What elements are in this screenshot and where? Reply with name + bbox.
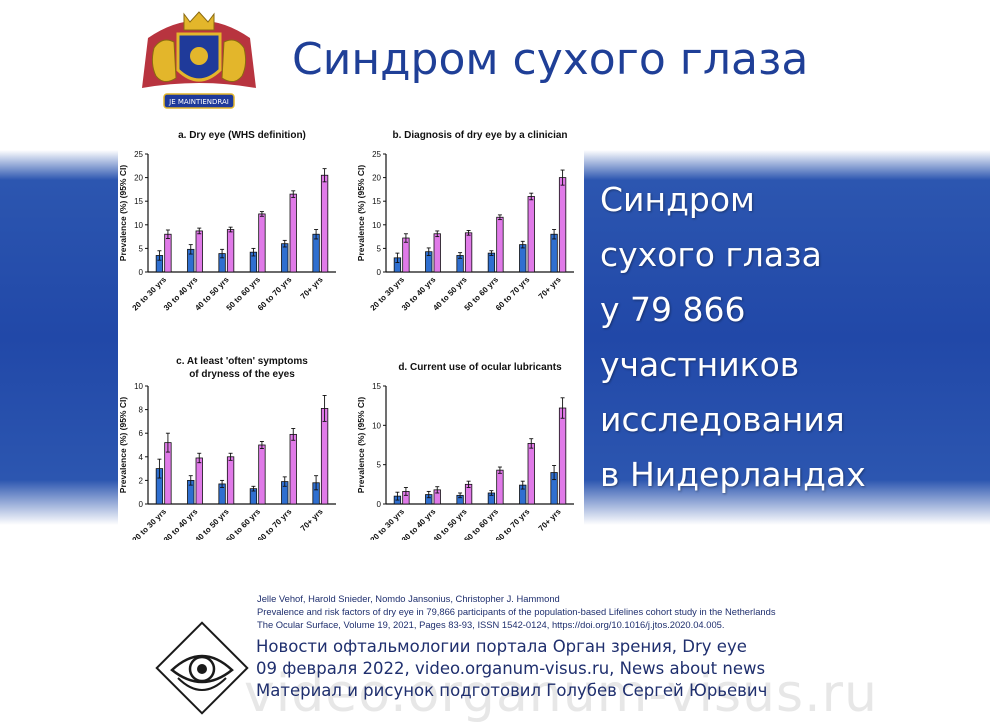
y-tick-label: 15 bbox=[134, 197, 143, 206]
chart-c: c. At least 'often' symptoms of dryness o… bbox=[118, 356, 336, 545]
reference-authors: Jelle Vehof, Harold Snieder, Nomdo Janso… bbox=[257, 593, 560, 604]
y-tick-label: 25 bbox=[372, 150, 381, 159]
y-tick-label: 10 bbox=[372, 421, 381, 430]
coat-of-arms-logo: JE MAINTIENDRAI bbox=[142, 11, 256, 109]
page-title: Синдром сухого глаза bbox=[292, 34, 809, 85]
y-tick-label: 2 bbox=[139, 476, 144, 485]
bar bbox=[195, 457, 203, 505]
x-tick-label: 20 to 30 yrs bbox=[369, 507, 407, 540]
x-tick-label: 40 to 50 yrs bbox=[193, 507, 231, 540]
x-tick-label: 60 to 70 yrs bbox=[494, 275, 532, 313]
chart-panel: a. Dry eye (WHS definition) 0 5 10 15 20 25 Pre… bbox=[118, 118, 584, 545]
bar bbox=[550, 233, 558, 273]
x-tick-label: 50 to 60 yrs bbox=[225, 507, 263, 540]
bar bbox=[558, 177, 567, 273]
side-line: исследования bbox=[600, 400, 845, 439]
bar bbox=[289, 193, 297, 273]
y-tick-label: 0 bbox=[377, 500, 382, 509]
bar bbox=[464, 232, 473, 273]
bar bbox=[195, 230, 203, 273]
y-tick-label: 5 bbox=[377, 244, 382, 253]
news-block: Новости офтальмологии портала Орган зрен… bbox=[256, 636, 767, 702]
bar bbox=[320, 174, 329, 273]
bar bbox=[281, 243, 289, 273]
y-tick-label: 15 bbox=[372, 197, 381, 206]
x-tick-label: 50 to 60 yrs bbox=[463, 507, 501, 540]
x-tick-label: 60 to 70 yrs bbox=[256, 275, 294, 313]
bar bbox=[258, 213, 266, 273]
x-tick-label: 60 to 70 yrs bbox=[256, 507, 294, 540]
x-tick-label: 60 to 70 yrs bbox=[494, 507, 532, 540]
chart-title-line2: of dryness of the eyes bbox=[189, 369, 295, 380]
reference-title: Prevalence and risk factors of dry eye i… bbox=[257, 606, 776, 617]
motto-text: JE MAINTIENDRAI bbox=[168, 98, 229, 106]
news-line: Новости офтальмологии портала Орган зрен… bbox=[256, 637, 747, 656]
reference-block: Jelle Vehof, Harold Snieder, Nomdo Janso… bbox=[257, 592, 776, 631]
bar bbox=[320, 408, 329, 505]
bar bbox=[527, 196, 535, 273]
bar bbox=[258, 444, 266, 505]
bar bbox=[402, 237, 410, 273]
y-axis-label: Prevalence (%) (95% CI) bbox=[356, 165, 366, 262]
bar bbox=[312, 233, 320, 273]
chart-title: c. At least 'often' symptoms bbox=[176, 356, 308, 367]
y-tick-label: 4 bbox=[139, 453, 144, 462]
y-tick-label: 5 bbox=[377, 461, 382, 470]
side-line: в Нидерландах bbox=[600, 455, 866, 494]
x-tick-label: 70+ yrs bbox=[537, 507, 563, 533]
x-tick-label: 30 to 40 yrs bbox=[400, 507, 438, 540]
side-line: у 79 866 bbox=[600, 290, 746, 329]
news-line: 09 февраля 2022, video.organum-visus.ru,… bbox=[256, 659, 766, 678]
y-axis-label: Prevalence (%) (95% CI) bbox=[118, 397, 128, 494]
bar bbox=[164, 233, 172, 273]
side-caption: Синдром сухого глаза у 79 866 участников… bbox=[600, 172, 866, 502]
bar bbox=[289, 433, 297, 505]
watermark: video.organum-visus.ru bbox=[244, 664, 878, 724]
bar bbox=[558, 407, 567, 505]
y-tick-label: 15 bbox=[372, 382, 381, 391]
y-tick-label: 0 bbox=[139, 268, 144, 277]
y-tick-label: 25 bbox=[134, 150, 143, 159]
side-line: участников bbox=[600, 345, 800, 384]
bar bbox=[433, 233, 441, 273]
side-line: сухого глаза bbox=[600, 235, 822, 274]
y-tick-label: 20 bbox=[372, 174, 381, 183]
y-tick-label: 10 bbox=[134, 221, 143, 230]
y-tick-label: 0 bbox=[139, 500, 144, 509]
bar bbox=[496, 469, 504, 505]
y-tick-label: 10 bbox=[372, 221, 381, 230]
y-tick-label: 8 bbox=[139, 406, 144, 415]
chart-b: b. Diagnosis of dry eye by a clinician 0 5… bbox=[356, 130, 574, 313]
bar bbox=[226, 229, 235, 273]
side-line: Синдром bbox=[600, 180, 755, 219]
chart-d: d. Current use of ocular lubricants 0 5 10 1… bbox=[356, 362, 574, 545]
bar bbox=[519, 244, 527, 273]
y-tick-label: 20 bbox=[134, 174, 143, 183]
chart-title: a. Dry eye (WHS definition) bbox=[178, 130, 306, 141]
bar bbox=[527, 443, 535, 505]
y-tick-label: 0 bbox=[377, 268, 382, 277]
bar bbox=[496, 216, 504, 273]
x-tick-label: 70+ yrs bbox=[299, 275, 325, 301]
news-line: Материал и рисунок подготовил Голубев Се… bbox=[256, 681, 768, 700]
x-tick-label: 30 to 40 yrs bbox=[162, 507, 200, 540]
eye-icon bbox=[155, 621, 249, 715]
bar bbox=[226, 456, 235, 505]
x-tick-label: 40 to 50 yrs bbox=[431, 507, 469, 540]
x-tick-label: 20 to 30 yrs bbox=[131, 507, 169, 540]
y-tick-label: 10 bbox=[134, 382, 143, 391]
charts-svg: a. Dry eye (WHS definition)0510152025Pre… bbox=[118, 130, 574, 545]
y-axis-label: Prevalence (%) (95% CI) bbox=[356, 397, 366, 494]
bar bbox=[487, 252, 496, 273]
y-axis-label: Prevalence (%) (95% CI) bbox=[118, 165, 128, 262]
x-tick-label: 70+ yrs bbox=[537, 275, 563, 301]
x-tick-label: 70+ yrs bbox=[299, 507, 325, 533]
chart-a: a. Dry eye (WHS definition) 0 5 10 15 20 25 Pre… bbox=[118, 130, 336, 313]
y-tick-label: 5 bbox=[139, 244, 144, 253]
y-tick-label: 6 bbox=[139, 429, 144, 438]
reference-journal: The Ocular Surface, Volume 19, 2021, Pag… bbox=[257, 619, 725, 630]
chart-title: b. Diagnosis of dry eye by a clinician bbox=[392, 130, 567, 141]
chart-title: d. Current use of ocular lubricants bbox=[398, 362, 562, 373]
